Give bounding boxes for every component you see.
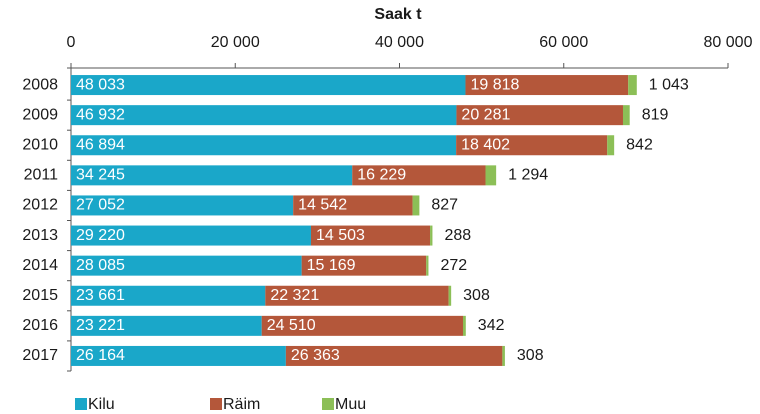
y-tick-label: 2011: [24, 167, 59, 184]
bar-segment: [622, 105, 630, 126]
value-label: 272: [440, 257, 467, 274]
bar-segment: [261, 315, 463, 336]
value-label: 288: [444, 227, 471, 244]
value-label: 24 510: [267, 317, 316, 334]
value-label: 827: [431, 197, 458, 214]
bar-segment: [448, 285, 452, 306]
legend-swatch: [322, 398, 334, 410]
y-tick-label: 2010: [22, 136, 58, 153]
y-tick-label: 2017: [22, 347, 58, 364]
bar-segment: [352, 165, 486, 186]
bar-segment: [412, 195, 420, 216]
bar-segment: [71, 255, 302, 276]
x-tick-label: 80 000: [704, 34, 753, 51]
value-label: 23 661: [76, 287, 125, 304]
x-tick-label: 40 000: [375, 34, 424, 51]
bar-segment: [293, 195, 413, 216]
bar-segment: [310, 225, 431, 246]
value-label: 842: [626, 136, 653, 153]
value-label: 27 052: [76, 197, 125, 214]
value-label: 14 503: [316, 227, 365, 244]
y-tick-label: 2013: [22, 227, 58, 244]
legend-label: Kilu: [88, 396, 115, 413]
y-tick-label: 2015: [22, 287, 58, 304]
bar-segment: [430, 225, 433, 246]
value-label: 46 894: [76, 136, 125, 153]
bar-segment: [502, 345, 505, 366]
value-label: 23 221: [76, 317, 125, 334]
value-label: 46 932: [76, 106, 125, 123]
y-tick-label: 2016: [22, 317, 58, 334]
value-label: 14 542: [298, 197, 347, 214]
bar-segment: [71, 315, 262, 336]
legend-swatch: [75, 398, 87, 410]
value-label: 28 085: [76, 257, 125, 274]
bar-segment: [265, 285, 449, 306]
legend-swatch: [210, 398, 222, 410]
bar-segment: [456, 105, 623, 126]
bar-segment: [71, 105, 457, 126]
bar-segment: [456, 135, 608, 156]
value-label: 29 220: [76, 227, 125, 244]
value-label: 1 043: [649, 76, 689, 93]
bar-segment: [71, 345, 286, 366]
value-label: 18 402: [461, 136, 510, 153]
x-tick-label: 60 000: [539, 34, 588, 51]
bar-segment: [71, 165, 353, 186]
bar-segment: [485, 165, 497, 186]
x-tick-label: 0: [67, 34, 76, 51]
value-label: 308: [463, 287, 490, 304]
bar-segment: [607, 135, 615, 156]
value-label: 15 169: [307, 257, 356, 274]
value-label: 819: [642, 106, 669, 123]
bar-segment: [285, 345, 503, 366]
value-label: 342: [478, 317, 505, 334]
y-tick-label: 2009: [22, 106, 58, 123]
bar-segment: [71, 135, 457, 156]
value-label: 308: [517, 347, 544, 364]
value-label: 34 245: [76, 167, 125, 184]
value-label: 1 294: [508, 167, 548, 184]
bar-segment: [71, 75, 466, 96]
x-tick-label: 20 000: [211, 34, 260, 51]
bar-segment: [426, 255, 429, 276]
bar-segment: [71, 195, 294, 216]
y-tick-label: 2008: [22, 76, 58, 93]
value-label: 26 363: [291, 347, 340, 364]
bar-segment: [462, 315, 466, 336]
bar-segment: [301, 255, 427, 276]
value-label: 19 818: [470, 76, 519, 93]
value-label: 26 164: [76, 347, 125, 364]
chart-title: Saak t: [374, 6, 422, 23]
value-label: 20 281: [461, 106, 510, 123]
bar-segment: [71, 285, 266, 306]
legend-label: Räim: [223, 396, 260, 413]
y-tick-label: 2012: [22, 197, 58, 214]
value-label: 16 229: [357, 167, 406, 184]
value-label: 48 033: [76, 76, 125, 93]
value-label: 22 321: [270, 287, 319, 304]
legend-label: Muu: [335, 396, 366, 413]
bar-segment: [465, 75, 629, 96]
y-tick-label: 2014: [22, 257, 58, 274]
bar-segment: [71, 225, 311, 246]
bar-segment: [628, 75, 637, 96]
